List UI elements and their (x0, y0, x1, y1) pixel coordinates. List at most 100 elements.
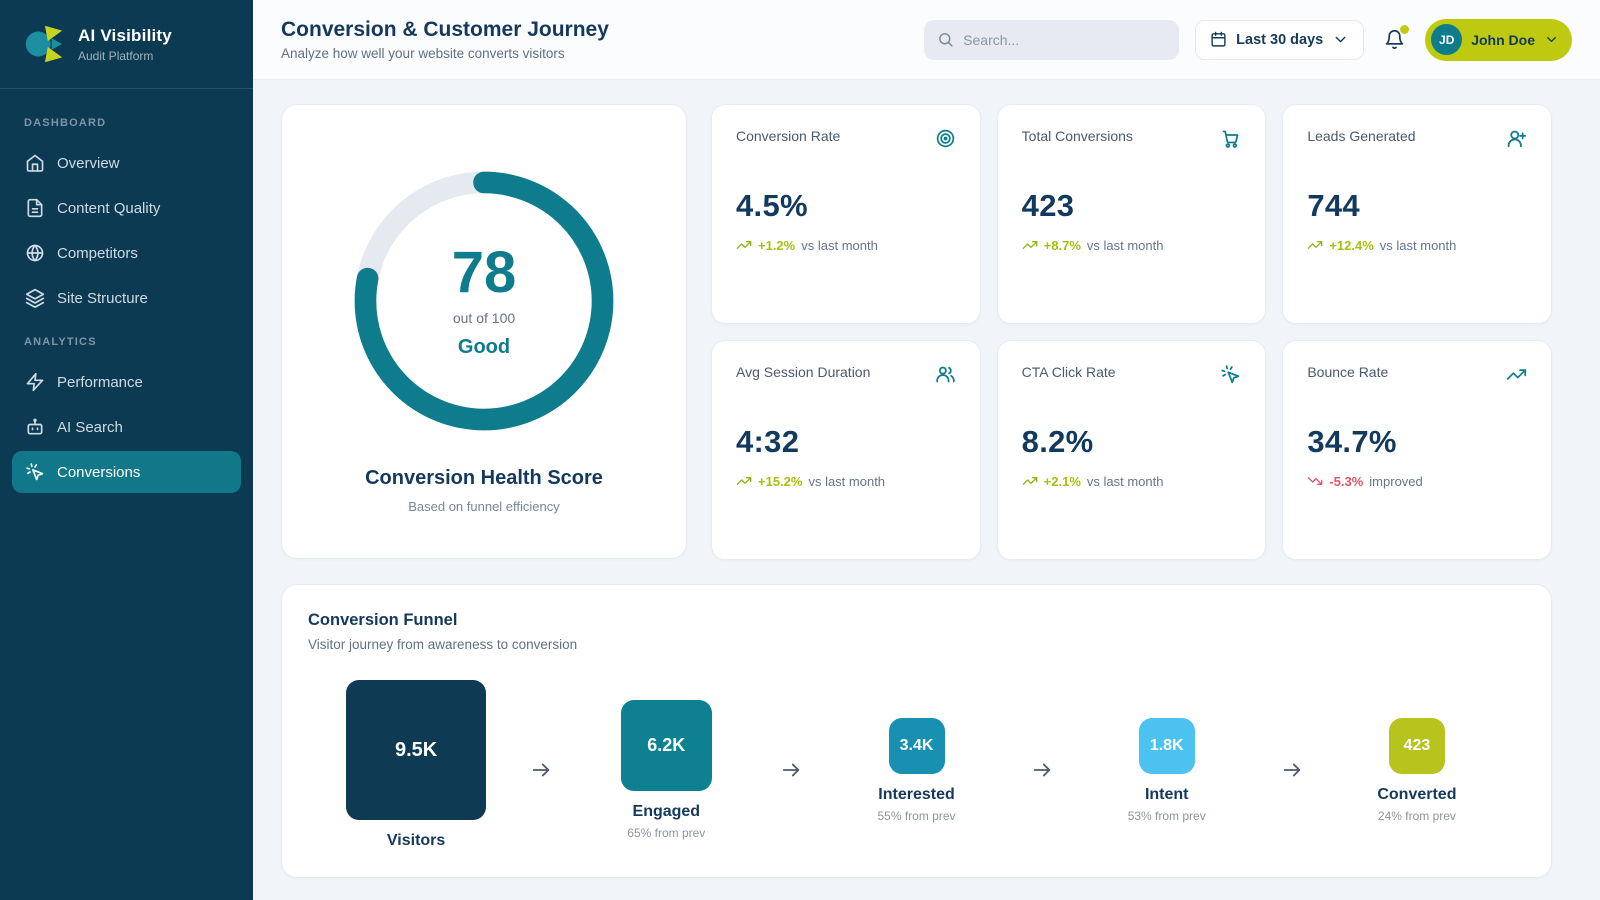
cursor-click-icon (1220, 364, 1241, 390)
funnel-stage-value: 3.4K (899, 736, 934, 754)
funnel-stage-box: 423 (1388, 717, 1445, 774)
sidebar-section-analytics: ANALYTICS (24, 336, 97, 348)
avatar: JD (1431, 24, 1463, 55)
metric-label: Leads Generated (1307, 128, 1416, 144)
search-icon (939, 33, 953, 47)
metric-card-bounce-rate: Bounce Rate 34.7% -5.3% improved (1282, 340, 1552, 560)
metric-card-leads-generated: Leads Generated 744 +12.4% vs last month (1282, 104, 1552, 324)
trending-up-icon (736, 241, 752, 249)
funnel-stage-interested: 3.4K Interested 55% from prev (808, 717, 1024, 823)
trending-up-icon (1307, 241, 1323, 249)
trend-percent: +8.7% (1043, 237, 1081, 253)
metric-value: 423 (1021, 188, 1075, 223)
ai-visibility-logo-icon (25, 25, 63, 63)
content: 78 out of 100 Good Conversion Health Sco… (253, 80, 1600, 900)
funnel-stage-sub: 24% from prev (1377, 808, 1456, 823)
trend-suffix: vs last month (801, 237, 878, 253)
funnel-title: Conversion Funnel (308, 611, 458, 629)
calendar-icon (1211, 31, 1226, 47)
arrow-right-icon (774, 759, 808, 781)
trend-suffix: vs last month (1086, 473, 1164, 489)
globe-icon (25, 243, 45, 263)
metric-value: 744 (1307, 188, 1360, 223)
page-title: Conversion & Customer Journey (281, 18, 609, 41)
trending-up-icon (736, 477, 752, 485)
date-range-button[interactable]: Last 30 days (1195, 19, 1365, 60)
user-plus-icon (1506, 128, 1527, 154)
trend-suffix: vs last month (808, 473, 886, 489)
funnel-stage-visitors: 9.5K Visitors (308, 680, 524, 860)
metric-label: Total Conversions (1021, 128, 1133, 144)
health-gauge-progress (354, 171, 614, 431)
notifications-button[interactable] (1380, 25, 1410, 54)
trend-suffix: vs last month (1086, 237, 1164, 253)
metric-value: 8.2% (1021, 424, 1094, 459)
health-score-card: 78 out of 100 Good Conversion Health Sco… (281, 104, 687, 559)
sidebar-item-content-quality[interactable]: Content Quality (12, 187, 241, 229)
bot-icon (25, 417, 45, 437)
home-icon (25, 153, 45, 173)
trend-suffix: vs last month (1379, 237, 1457, 253)
trending-up-icon (1022, 241, 1037, 249)
sidebar-item-overview[interactable]: Overview (12, 142, 241, 184)
funnel-stage-box: 1.8K (1138, 717, 1195, 774)
cursor-click-icon (25, 462, 45, 482)
arrow-right-icon (1275, 759, 1309, 781)
trend-percent: +12.4% (1329, 237, 1374, 253)
funnel-stage-label: Intent (1144, 785, 1189, 803)
funnel-stage-converted: 423 Converted 24% from prev (1309, 717, 1525, 823)
funnel-stage-value: 9.5K (394, 738, 438, 761)
sidebar-item-conversions[interactable]: Conversions (12, 451, 241, 493)
sidebar-item-label: AI Search (57, 418, 123, 436)
user-name: John Doe (1471, 31, 1535, 48)
page-subtitle: Analyze how well your website converts v… (281, 46, 565, 61)
metric-trend: +2.1% vs last month (1022, 473, 1242, 489)
funnel-stage-intent: 1.8K Intent 53% from prev (1059, 717, 1275, 823)
health-score-max: out of 100 (452, 309, 516, 326)
trend-percent: +1.2% (758, 237, 796, 253)
sidebar: AI Visibility Audit Platform DASHBOARD O… (0, 0, 253, 900)
health-score-value: 78 (451, 239, 517, 305)
metric-label: Avg Session Duration (736, 364, 871, 380)
page-heading: Conversion & Customer Journey Analyze ho… (281, 18, 609, 61)
layers-icon (25, 288, 45, 308)
app-name: AI Visibility (78, 25, 172, 45)
metric-card-conversion-rate: Conversion Rate 4.5% +1.2% vs last month (711, 104, 981, 324)
sidebar-item-label: Performance (57, 373, 143, 391)
metric-trend: +1.2% vs last month (736, 237, 956, 253)
trend-percent: -5.3% (1329, 473, 1364, 489)
sidebar-item-site-structure[interactable]: Site Structure (12, 277, 241, 319)
funnel-stage-value: 1.8K (1149, 736, 1184, 754)
sidebar-item-performance[interactable]: Performance (12, 361, 241, 403)
health-card-subtitle: Based on funnel efficiency (408, 499, 560, 514)
document-icon (25, 198, 45, 218)
funnel-stage-box: 6.2K (620, 700, 712, 791)
bell-icon (1385, 29, 1404, 50)
chevron-down-icon (1335, 36, 1346, 43)
funnel-stage-label: Converted (1377, 785, 1457, 803)
lightning-icon (25, 372, 45, 392)
search-input[interactable] (963, 31, 1167, 48)
arrow-right-icon (1025, 759, 1059, 781)
funnel-stage-value: 6.2K (647, 735, 686, 755)
metric-card-cta-click-rate: CTA Click Rate 8.2% +2.1% vs last month (996, 340, 1267, 560)
chevron-down-icon (1547, 37, 1556, 42)
app-title-block: AI Visibility Audit Platform (78, 26, 172, 63)
funnel-stage-sub: 65% from prev (627, 826, 706, 840)
gauge-center: 78 out of 100 Good (350, 167, 618, 435)
sidebar-item-ai-search[interactable]: AI Search (12, 406, 241, 448)
search-box[interactable] (924, 19, 1180, 60)
trending-up-icon (1506, 364, 1527, 390)
user-menu[interactable]: JD John Doe (1425, 18, 1572, 61)
conversion-funnel-card: Conversion Funnel Visitor journey from a… (281, 584, 1552, 878)
metric-label: CTA Click Rate (1021, 364, 1116, 380)
sidebar-section-dashboard: DASHBOARD (24, 117, 107, 129)
metric-label: Conversion Rate (736, 128, 841, 144)
funnel-stage-label: Engaged (632, 803, 701, 820)
funnel-stage-box: 3.4K (888, 717, 945, 774)
topbar-actions: Last 30 days JD John Doe (924, 18, 1572, 61)
sidebar-item-competitors[interactable]: Competitors (12, 232, 241, 274)
funnel-stage-engaged: 6.2K Engaged 65% from prev (558, 700, 774, 840)
health-card-title: Conversion Health Score (365, 467, 603, 489)
metric-trend: +15.2% vs last month (736, 473, 956, 489)
